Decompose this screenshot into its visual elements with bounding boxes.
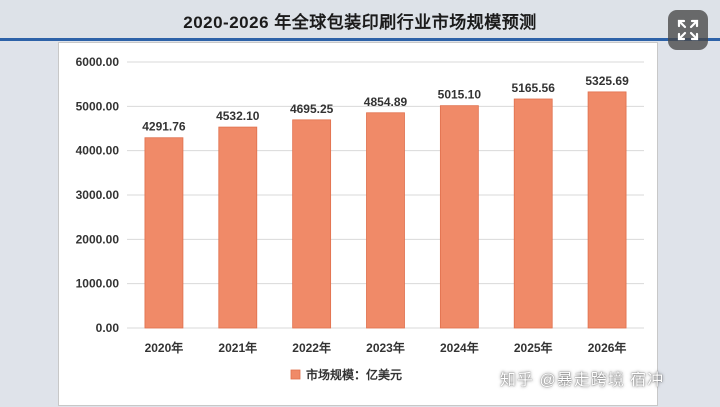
expand-icon [677,19,699,41]
x-tick-label: 2026年 [588,340,627,355]
x-tick-label: 2023年 [366,340,405,355]
data-label: 4854.89 [364,95,408,109]
y-tick-label: 5000.00 [76,99,120,113]
bar [439,105,479,329]
y-tick-label: 2000.00 [76,232,120,246]
watermark: 知乎 @暴走跨境 宿冲 [500,372,665,389]
x-tick-label: 2022年 [292,340,331,355]
data-label: 4291.76 [142,120,186,134]
data-label: 4532.10 [216,109,260,123]
bar-chart: 0.00 1000.00 2000.00 3000.00 4000.00 5000.00 6… [76,55,644,382]
bar [587,91,627,329]
y-tick-label: 6000.00 [76,55,120,69]
y-tick-label: 4000.00 [76,144,120,158]
legend-label: 市场规模：亿美元 [306,367,402,382]
bar [292,119,332,329]
legend-swatch [290,369,301,380]
data-label: 4695.25 [290,102,334,116]
data-label: 5165.56 [512,81,556,95]
bar [144,137,184,329]
bar [366,112,405,329]
y-tick-label: 1000.00 [76,277,120,291]
x-tick-label: 2024年 [440,340,479,355]
y-tick-label: 3000.00 [76,188,120,202]
x-tick-label: 2021年 [218,340,257,355]
x-tick-label: 2025年 [514,340,553,355]
chart-title: 2020-2026 年全球包装印刷行业市场规模预测 [183,13,537,32]
x-tick-label: 2020年 [145,340,184,355]
data-label: 5015.10 [438,88,482,102]
bar [218,126,258,329]
title-bar: 2020-2026 年全球包装印刷行业市场规模预测 [0,0,720,41]
bar [513,98,553,329]
expand-button[interactable] [668,10,708,50]
data-label: 5325.69 [585,74,629,88]
y-tick-label: 0.00 [96,321,120,335]
chart-panel: 0.00 1000.00 2000.00 3000.00 4000.00 5000.00 6… [58,42,658,406]
